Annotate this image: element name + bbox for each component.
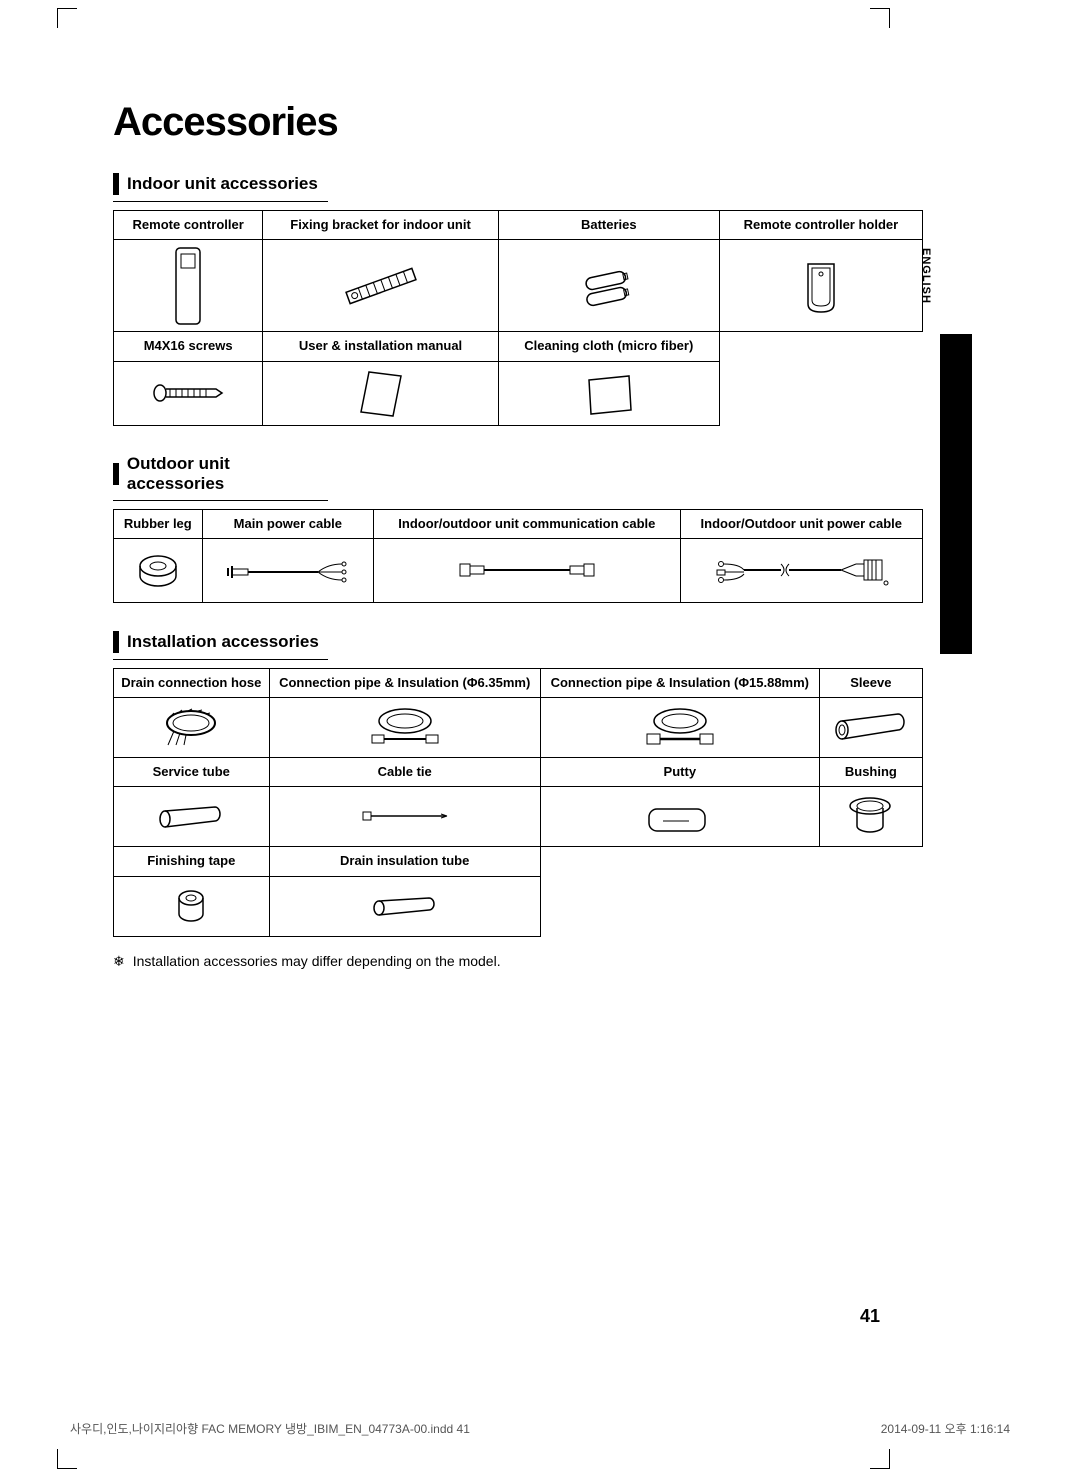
section-heading-install: Installation accessories — [113, 631, 328, 660]
heading-label: Outdoor unit accessories — [127, 454, 328, 494]
install-h-1: Connection pipe & Insulation (Φ6.35mm) — [269, 668, 540, 697]
indoor-table: Remote controller Fixing bracket for ind… — [113, 210, 923, 426]
empty-cell — [819, 847, 922, 876]
page-title: Accessories — [113, 100, 923, 145]
indoor-h2-2: Cleaning cloth (micro fiber) — [498, 332, 719, 361]
outdoor-h-3: Indoor/Outdoor unit power cable — [680, 509, 922, 538]
putty-icon — [540, 787, 819, 847]
empty-cell — [719, 361, 922, 425]
rubber-leg-icon — [114, 538, 203, 602]
footer-file: 사우디,인도,나이지리아향 FAC MEMORY 냉방_IBIM_EN_0477… — [70, 1420, 470, 1437]
batteries-icon — [498, 240, 719, 332]
empty-cell — [540, 847, 819, 876]
section-heading-indoor: Indoor unit accessories — [113, 173, 328, 202]
pipe-635-icon — [269, 698, 540, 758]
outdoor-h-2: Indoor/outdoor unit communication cable — [374, 509, 680, 538]
cable-tie-icon — [269, 787, 540, 847]
install-h2-2: Putty — [540, 758, 819, 787]
install-h2-3: Bushing — [819, 758, 922, 787]
heading-bar-icon — [113, 631, 119, 653]
fixing-bracket-icon — [263, 240, 498, 332]
install-h-0: Drain connection hose — [114, 668, 270, 697]
comm-cable-icon — [374, 538, 680, 602]
note-text: Installation accessories may differ depe… — [133, 953, 501, 969]
sleeve-icon — [819, 698, 922, 758]
indoor-h-2: Batteries — [498, 211, 719, 240]
page-content: Accessories Indoor unit accessories Remo… — [113, 100, 923, 970]
crop-mark-tr — [870, 8, 890, 28]
heading-bar-icon — [113, 173, 119, 195]
crop-mark-bl — [57, 1449, 77, 1469]
heading-label: Installation accessories — [127, 632, 319, 652]
indoor-h2-1: User & installation manual — [263, 332, 498, 361]
manual-icon — [263, 361, 498, 425]
drain-hose-icon — [114, 698, 270, 758]
power-cable-icon — [680, 538, 922, 602]
outdoor-table: Rubber leg Main power cable Indoor/outdo… — [113, 509, 923, 603]
install-h2-0: Service tube — [114, 758, 270, 787]
install-h3-0: Finishing tape — [114, 847, 270, 876]
crop-mark-br — [870, 1449, 890, 1469]
empty-cell — [540, 876, 819, 936]
crop-mark-tl — [57, 8, 77, 28]
footer-date: 2014-09-11 오후 1:16:14 — [881, 1420, 1010, 1437]
install-h3-1: Drain insulation tube — [269, 847, 540, 876]
install-h-2: Connection pipe & Insulation (Φ15.88mm) — [540, 668, 819, 697]
print-footer: 사우디,인도,나이지리아향 FAC MEMORY 냉방_IBIM_EN_0477… — [70, 1420, 1010, 1437]
page-number: 41 — [860, 1306, 880, 1327]
heading-label: Indoor unit accessories — [127, 174, 318, 194]
service-tube-icon — [114, 787, 270, 847]
install-table: Drain connection hose Connection pipe & … — [113, 668, 923, 937]
outdoor-h-0: Rubber leg — [114, 509, 203, 538]
indoor-h-0: Remote controller — [114, 211, 263, 240]
finishing-tape-icon — [114, 876, 270, 936]
empty-cell — [719, 332, 922, 361]
indoor-h2-0: M4X16 screws — [114, 332, 263, 361]
remote-controller-icon — [114, 240, 263, 332]
empty-cell — [819, 876, 922, 936]
indoor-h-3: Remote controller holder — [719, 211, 922, 240]
drain-insulation-icon — [269, 876, 540, 936]
cloth-icon — [498, 361, 719, 425]
screws-icon — [114, 361, 263, 425]
outdoor-h-1: Main power cable — [202, 509, 374, 538]
indoor-h-1: Fixing bracket for indoor unit — [263, 211, 498, 240]
heading-bar-icon — [113, 463, 119, 485]
install-h-3: Sleeve — [819, 668, 922, 697]
section-heading-outdoor: Outdoor unit accessories — [113, 454, 328, 501]
remote-holder-icon — [719, 240, 922, 332]
note-marker: ❄ — [113, 953, 125, 969]
main-power-cable-icon — [202, 538, 374, 602]
footnote: ❄ Installation accessories may differ dep… — [113, 953, 923, 970]
pipe-1588-icon — [540, 698, 819, 758]
install-h2-1: Cable tie — [269, 758, 540, 787]
bushing-icon — [819, 787, 922, 847]
